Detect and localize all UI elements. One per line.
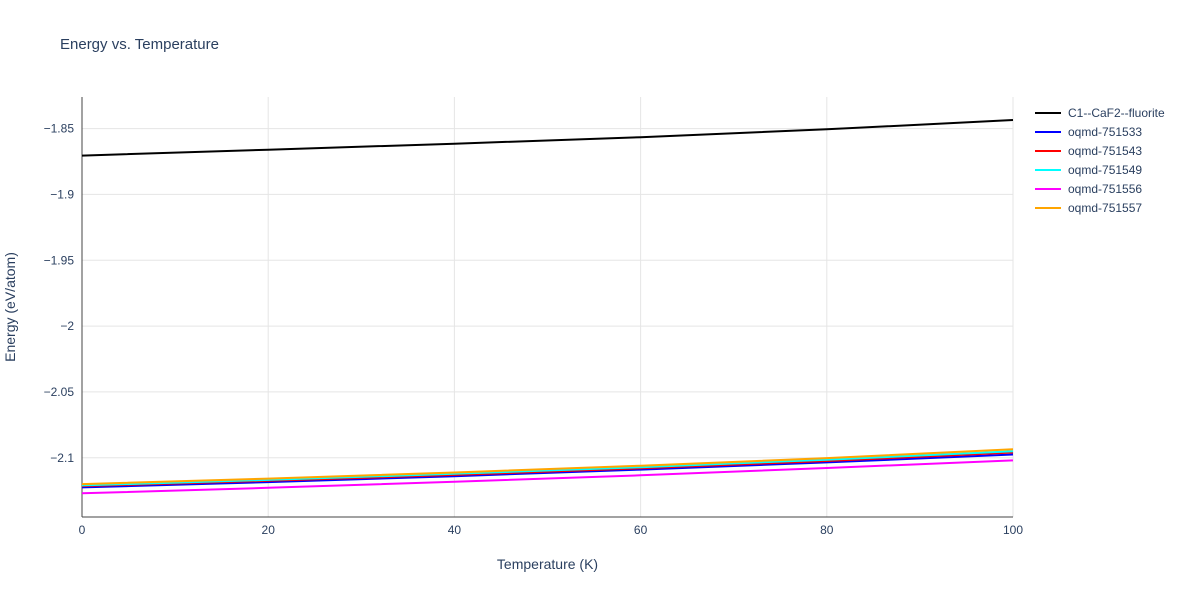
plot-area[interactable]: [82, 97, 1013, 517]
legend-swatch: [1035, 130, 1061, 133]
x-tick-label: 100: [1003, 523, 1023, 537]
legend-label: C1--CaF2--fluorite: [1068, 105, 1165, 120]
legend-swatch: [1035, 206, 1061, 209]
x-tick-label: 0: [79, 523, 86, 537]
x-tick-label: 80: [820, 523, 834, 537]
legend-label: oqmd-751549: [1068, 162, 1143, 177]
legend-item-C1--CaF2--fluorite[interactable]: C1--CaF2--fluorite: [1035, 103, 1165, 122]
y-tick-label: −1.9: [50, 187, 74, 201]
y-tick-label: −2.05: [44, 385, 75, 399]
legend-item-oqmd-751557[interactable]: oqmd-751557: [1035, 198, 1165, 217]
legend-swatch: [1035, 168, 1061, 171]
chart-title: Energy vs. Temperature: [60, 36, 219, 53]
legend-item-oqmd-751549[interactable]: oqmd-751549: [1035, 160, 1165, 179]
legend-swatch: [1035, 187, 1061, 190]
y-tick-label: −1.95: [44, 253, 75, 267]
series-line-oqmd-751557: [81, 448, 1014, 486]
legend-swatch: [1035, 149, 1061, 152]
legend-label: oqmd-751557: [1068, 200, 1143, 215]
y-tick-label: −1.85: [44, 122, 75, 136]
legend-label: oqmd-751556: [1068, 181, 1143, 196]
legend-swatch: [1035, 111, 1061, 114]
legend-label: oqmd-751543: [1068, 143, 1143, 158]
legend-item-oqmd-751556[interactable]: oqmd-751556: [1035, 179, 1165, 198]
y-axis-title: Energy (eV/atom): [2, 252, 18, 362]
legend: C1--CaF2--fluorite oqmd-751533 oqmd-751543…: [1035, 103, 1165, 217]
x-tick-label: 20: [262, 523, 276, 537]
x-axis-title: Temperature (K): [496, 556, 599, 572]
legend-item-oqmd-751543[interactable]: oqmd-751543: [1035, 141, 1165, 160]
x-tick-label: 40: [448, 523, 462, 537]
y-tick-label: −2.1: [50, 451, 74, 465]
series-line-C1--CaF2--fluorite: [81, 119, 1014, 157]
x-tick-label: 60: [634, 523, 648, 537]
y-tick-label: −2: [60, 319, 74, 333]
legend-item-oqmd-751533[interactable]: oqmd-751533: [1035, 122, 1165, 141]
series-line-oqmd-751556: [81, 459, 1014, 495]
series-line-oqmd-751549: [81, 450, 1014, 487]
legend-label: oqmd-751533: [1068, 124, 1143, 139]
series-line-oqmd-751533: [81, 453, 1014, 489]
